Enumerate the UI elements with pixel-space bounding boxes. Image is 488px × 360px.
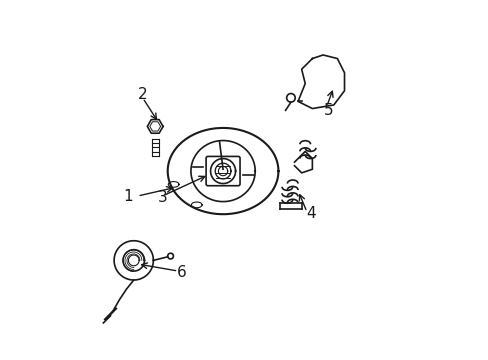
Text: 5: 5 (323, 103, 333, 118)
Text: 6: 6 (177, 265, 186, 280)
FancyBboxPatch shape (205, 157, 240, 186)
Text: 4: 4 (305, 206, 315, 221)
Text: 3: 3 (157, 190, 167, 204)
Text: 1: 1 (123, 189, 133, 203)
Text: 2: 2 (138, 87, 147, 102)
